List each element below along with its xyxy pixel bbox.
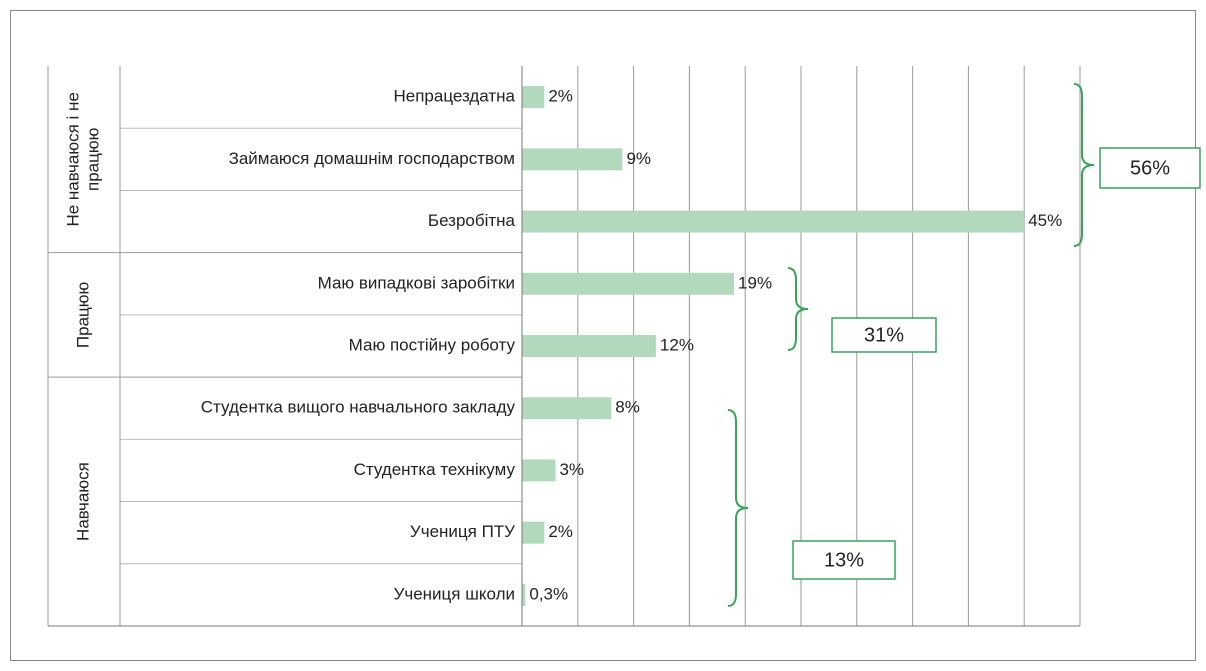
category-label: Безробітна	[428, 211, 516, 230]
category-label: Студентка вищого навчального закладу	[201, 398, 516, 417]
bar	[522, 521, 545, 544]
total-box	[792, 540, 896, 580]
bar	[522, 397, 612, 420]
category-label: Непрацездатна	[393, 87, 515, 106]
value-label: 9%	[626, 149, 651, 168]
category-label: Маю постійну роботу	[349, 335, 516, 354]
total-label: 31%	[864, 324, 904, 346]
total-box	[1099, 147, 1201, 189]
category-label: Студентка технікуму	[354, 460, 516, 479]
bracket	[727, 409, 749, 607]
total-label: 56%	[1130, 157, 1170, 179]
value-label: 8%	[615, 398, 640, 417]
group-label: Працюю	[73, 281, 92, 348]
bar	[522, 335, 656, 357]
bar	[522, 272, 735, 295]
category-label: Учениця школи	[394, 584, 515, 603]
value-label: 45%	[1028, 211, 1062, 230]
category-label: Маю випадкові заробітки	[318, 273, 515, 292]
group-label: працюю	[83, 127, 102, 191]
bar	[522, 148, 623, 171]
category-label: Учениця ПТУ	[410, 522, 515, 541]
bracket	[787, 267, 809, 351]
value-label: 2%	[548, 87, 573, 106]
bar	[522, 210, 1025, 233]
bar	[522, 583, 526, 606]
group-label: Не навчаюся і не	[63, 92, 82, 226]
group-label: Навчаюся	[73, 462, 92, 541]
bracket	[1073, 83, 1095, 247]
total-box	[831, 317, 937, 353]
bar	[522, 86, 545, 109]
value-label: 19%	[738, 273, 772, 292]
frame	[10, 10, 1196, 661]
total-label: 13%	[824, 549, 864, 571]
bar	[522, 459, 556, 482]
value-label: 2%	[548, 522, 573, 541]
value-label: 12%	[660, 335, 694, 354]
value-label: 3%	[559, 460, 584, 479]
value-label: 0,3%	[529, 584, 568, 603]
category-label: Займаюся домашнім господарством	[229, 149, 515, 168]
